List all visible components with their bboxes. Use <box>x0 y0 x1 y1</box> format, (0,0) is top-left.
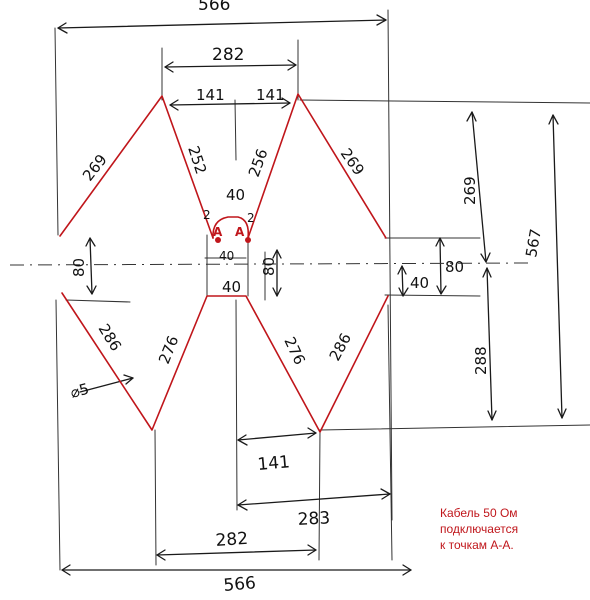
note-line-3: к точкам А-А. <box>440 538 514 552</box>
dim-141-lower: 141 <box>257 452 291 475</box>
dim-566-bottom: 566 <box>223 573 257 596</box>
upper-feed-arc <box>212 216 250 239</box>
dim-282-top: 282 <box>212 45 244 65</box>
dim-286-lower-right: 286 <box>326 330 355 364</box>
end-mark-right: 2 <box>247 211 255 225</box>
feed-point-left-dot <box>215 237 221 243</box>
dim-141-right: 141 <box>256 86 285 104</box>
dim-567-right: 567 <box>522 227 545 258</box>
dim-80-small: 80 <box>260 257 278 276</box>
dim-80-left: 80 <box>70 258 88 277</box>
note-line-2: подключается <box>440 522 519 536</box>
dim-40-right: 40 <box>410 274 429 292</box>
dimension-labels: 566 282 141 141 269 252 256 269 40 40 40… <box>68 0 545 596</box>
dim-288-right: 288 <box>472 346 490 375</box>
lower-zigzag <box>61 292 389 433</box>
dim-252-upper-inner-left: 252 <box>184 144 210 177</box>
feed-point-a-right: A <box>235 225 245 239</box>
center-axis-line <box>9 262 531 266</box>
dim-269-right: 269 <box>461 176 479 205</box>
dim-141-left: 141 <box>196 86 225 104</box>
cable-note: Кабель 50 Ом подключается к точкам А-А. <box>440 505 580 553</box>
dim-276-lower-inner-right: 276 <box>280 334 308 368</box>
feed-point-a-left: A <box>213 225 223 239</box>
dim-40-center: 40 <box>219 249 234 263</box>
dim-276-lower-inner-left: 276 <box>155 333 182 366</box>
dim-269-upper-right: 269 <box>337 145 368 179</box>
dim-wire-diameter: ⌀5 <box>68 380 91 402</box>
dimension-lines <box>57 14 567 576</box>
dim-566-top: 566 <box>198 0 230 15</box>
dim-256-upper-inner-right: 256 <box>245 146 272 179</box>
dim-269-upper-left: 269 <box>79 151 111 185</box>
note-line-1: Кабель 50 Ом <box>440 506 518 520</box>
dim-40-top: 40 <box>226 186 245 204</box>
dim-283-lower: 283 <box>297 508 330 530</box>
feed-point-labels: A A <box>213 225 245 239</box>
feed-point-right-dot <box>245 237 251 243</box>
dim-40-lower: 40 <box>222 278 241 296</box>
upper-zigzag <box>59 93 387 239</box>
extension-lines <box>54 9 590 571</box>
end-mark-left: 2 <box>203 208 211 222</box>
dim-282-bottom: 282 <box>215 529 249 551</box>
dim-80-right: 80 <box>445 258 464 276</box>
antenna-element <box>59 93 389 433</box>
